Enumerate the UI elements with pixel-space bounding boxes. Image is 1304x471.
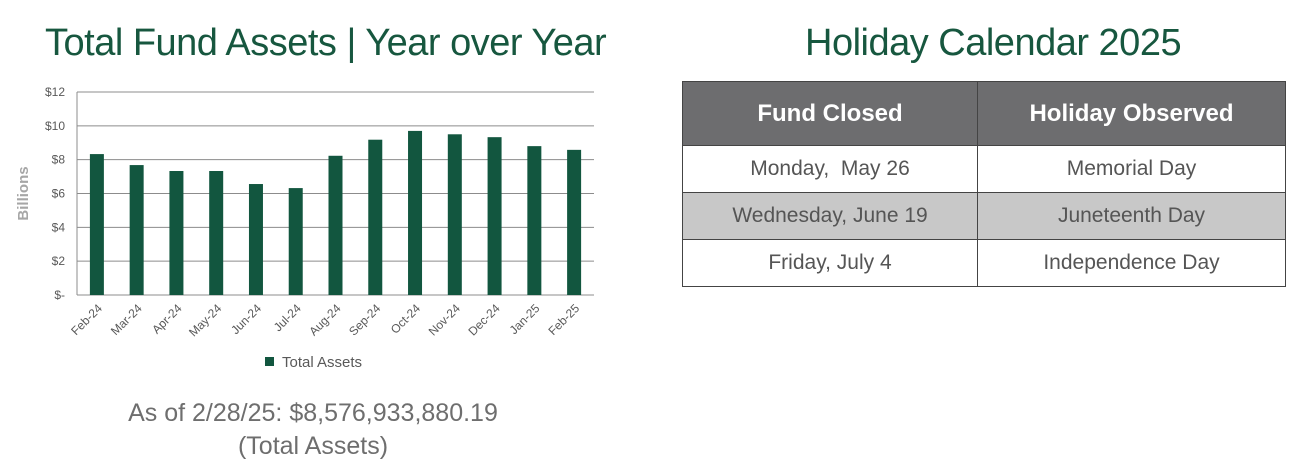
legend-label: Total Assets — [282, 354, 362, 371]
y-tick-label: $12 — [45, 85, 65, 99]
y-tick-label: $8 — [52, 153, 66, 167]
x-tick-label: Feb-24 — [68, 301, 105, 338]
legend-swatch — [265, 357, 274, 366]
holiday-cell: Memorial Day — [977, 145, 1286, 193]
header-holiday-observed: Holiday Observed — [977, 81, 1286, 146]
x-tick-label: Nov-24 — [426, 301, 463, 338]
y-tick-label: $4 — [52, 220, 66, 234]
holiday-table: Fund Closed Holiday Observed Monday, May… — [681, 81, 1286, 287]
fund-closed-cell: Monday, May 26 — [681, 145, 979, 193]
table-row: Monday, May 26 Memorial Day — [681, 145, 1286, 193]
x-tick-label: Sep-24 — [346, 301, 383, 338]
bar — [209, 171, 224, 295]
y-tick-label: $2 — [52, 254, 66, 268]
bar-chart: $- $2 $4 $6 $8 $10 $12 Billions Feb-24 Mar-24 Apr-… — [15, 85, 594, 371]
calendar-title: Holiday Calendar 2025 — [805, 22, 1182, 64]
bar — [368, 139, 383, 295]
fund-closed-cell: Wednesday, June 19 — [681, 192, 979, 240]
x-tick-label: Aug-24 — [306, 301, 343, 338]
x-tick-label: Feb-25 — [545, 301, 582, 338]
y-tick-label: $- — [54, 288, 65, 302]
y-axis-label: Billions — [15, 166, 32, 220]
x-tick-label: May-24 — [186, 301, 224, 339]
chart-title: Total Fund Assets | Year over Year — [45, 22, 607, 64]
x-tick-label: Apr-24 — [149, 301, 185, 337]
holiday-cell: Juneteenth Day — [977, 192, 1286, 240]
table-row: Wednesday, June 19 Juneteenth Day — [681, 192, 1286, 240]
table-row: Friday, July 4 Independence Day — [681, 239, 1286, 287]
bar — [567, 149, 582, 295]
bar — [169, 171, 184, 295]
x-tick-label: Jun-24 — [228, 301, 264, 337]
total-assets-caption: (Total Assets) — [237, 432, 389, 460]
bar — [89, 154, 104, 295]
total-assets-note: As of 2/28/25: $8,576,933,880.19 — [128, 399, 498, 427]
x-tick-label: Mar-24 — [108, 301, 145, 338]
header-fund-closed: Fund Closed — [681, 81, 979, 146]
x-tick-label: Jul-24 — [271, 301, 304, 334]
x-tick-label: Jan-25 — [507, 301, 543, 337]
bar — [288, 188, 303, 295]
bar — [527, 146, 542, 295]
bar — [248, 184, 263, 295]
bar — [408, 130, 423, 295]
bar — [129, 165, 144, 295]
x-tick-label: Oct-24 — [388, 301, 424, 337]
bar — [328, 155, 343, 295]
y-tick-label: $6 — [52, 187, 66, 201]
y-tick-label: $10 — [45, 119, 65, 133]
bar — [447, 134, 462, 295]
x-tick-label: Dec-24 — [465, 301, 502, 338]
fund-closed-cell: Friday, July 4 — [681, 239, 979, 287]
bar — [487, 137, 502, 295]
holiday-cell: Independence Day — [977, 239, 1286, 287]
